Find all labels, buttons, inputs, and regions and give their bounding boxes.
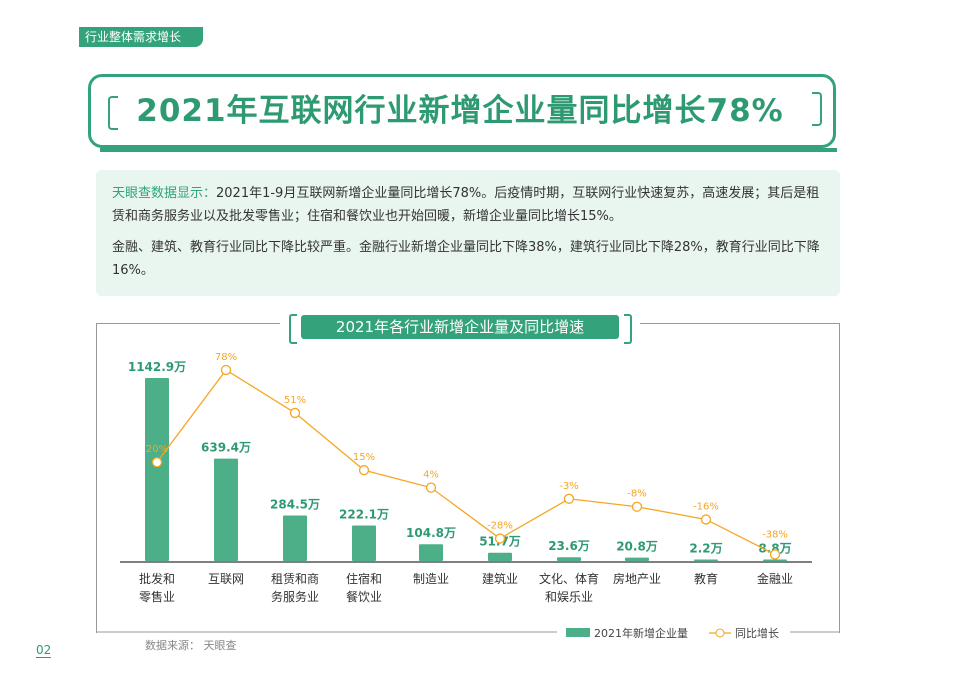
growth-point — [358, 465, 370, 476]
bar — [352, 525, 376, 561]
page-number: 02 — [36, 643, 52, 658]
bar — [763, 559, 787, 561]
chart-title: 2021年各行业新增企业量及同比增速 — [301, 315, 619, 339]
bar-value-label: 2.2万 — [689, 542, 722, 556]
growth-label: 51% — [284, 395, 306, 406]
bar — [419, 544, 443, 561]
category-label: 建筑业 — [482, 571, 518, 586]
info-paragraph-1: 2021年1-9月互联网新增企业量同比增长78%。后疫情时期，互联网行业快速复苏… — [112, 186, 820, 224]
category-label: 租赁和商 — [271, 571, 319, 586]
headline-underline — [100, 148, 837, 152]
bar — [488, 552, 512, 561]
category-label: 教育 — [694, 571, 718, 586]
bar — [145, 378, 169, 561]
category-label: 房地产业 — [613, 571, 661, 586]
chart-bracket-left — [289, 314, 297, 344]
growth-label: 78% — [215, 352, 237, 363]
chart-bracket-right — [624, 314, 632, 344]
growth-label: -8% — [627, 489, 646, 500]
growth-label: -28% — [487, 521, 513, 532]
bar-value-label: 222.1万 — [339, 507, 389, 521]
growth-point — [151, 457, 163, 468]
bar-value-label: 8.8万 — [758, 542, 791, 556]
bracket-right — [812, 92, 822, 126]
category-label: 文化、体育 — [539, 571, 599, 586]
growth-point — [700, 514, 712, 525]
category-label: 制造业 — [413, 572, 449, 586]
bracket-left — [108, 96, 118, 130]
category-label: 批发和 — [139, 571, 175, 586]
category-label: 金融业 — [757, 571, 793, 586]
growth-point — [631, 501, 643, 512]
bar-value-label: 20.8万 — [616, 540, 658, 554]
growth-label: -3% — [559, 481, 578, 492]
category-label: 零售业 — [139, 589, 175, 604]
growth-point — [769, 549, 781, 560]
bar — [625, 557, 649, 561]
source-label: 天眼查数据显示： — [112, 186, 217, 201]
legend-line-label: 同比增长 — [735, 626, 779, 640]
bar-value-label: 23.6万 — [548, 539, 590, 553]
growth-label: -16% — [693, 501, 719, 512]
legend-bar-swatch — [566, 628, 590, 637]
legend-line-marker — [715, 628, 725, 638]
growth-label: 20% — [146, 444, 168, 455]
info-box: 天眼查数据显示：2021年1-9月互联网新增企业量同比增长78%。后疫情时期，互… — [96, 170, 840, 296]
page-title: 2021年互联网行业新增企业量同比增长78% — [136, 93, 784, 129]
bar-value-label: 104.8万 — [406, 526, 456, 540]
category-label: 住宿和 — [346, 571, 382, 586]
growth-point — [494, 533, 506, 544]
section-tag: 行业整体需求增长 — [79, 27, 203, 47]
category-label: 互联网 — [208, 572, 244, 586]
legend-bar-label: 2021年新增企业量 — [594, 626, 688, 640]
bar-value-label: 284.5万 — [270, 497, 320, 511]
growth-label: 4% — [423, 470, 439, 481]
growth-point — [220, 364, 232, 376]
growth-label: -38% — [762, 530, 788, 541]
bar — [214, 458, 238, 561]
data-source: 数据来源： 天眼查 — [145, 639, 237, 652]
category-label: 餐饮业 — [346, 589, 382, 604]
growth-point — [563, 493, 575, 504]
bar — [557, 557, 581, 561]
category-label: 和娱乐业 — [545, 590, 593, 604]
bar-value-label: 1142.9万 — [128, 360, 186, 374]
bar — [283, 515, 307, 561]
headline-bubble — [88, 74, 836, 148]
growth-label: 15% — [353, 452, 375, 463]
info-paragraph-2: 金融、建筑、教育行业同比下降比较严重。金融行业新增企业量同比下降38%，建筑行业… — [112, 240, 820, 278]
bar-value-label: 639.4万 — [201, 441, 251, 455]
bar — [694, 559, 718, 561]
category-label: 务服务业 — [271, 589, 319, 604]
growth-point — [289, 407, 301, 419]
growth-line — [156, 369, 776, 556]
growth-point — [425, 482, 437, 493]
